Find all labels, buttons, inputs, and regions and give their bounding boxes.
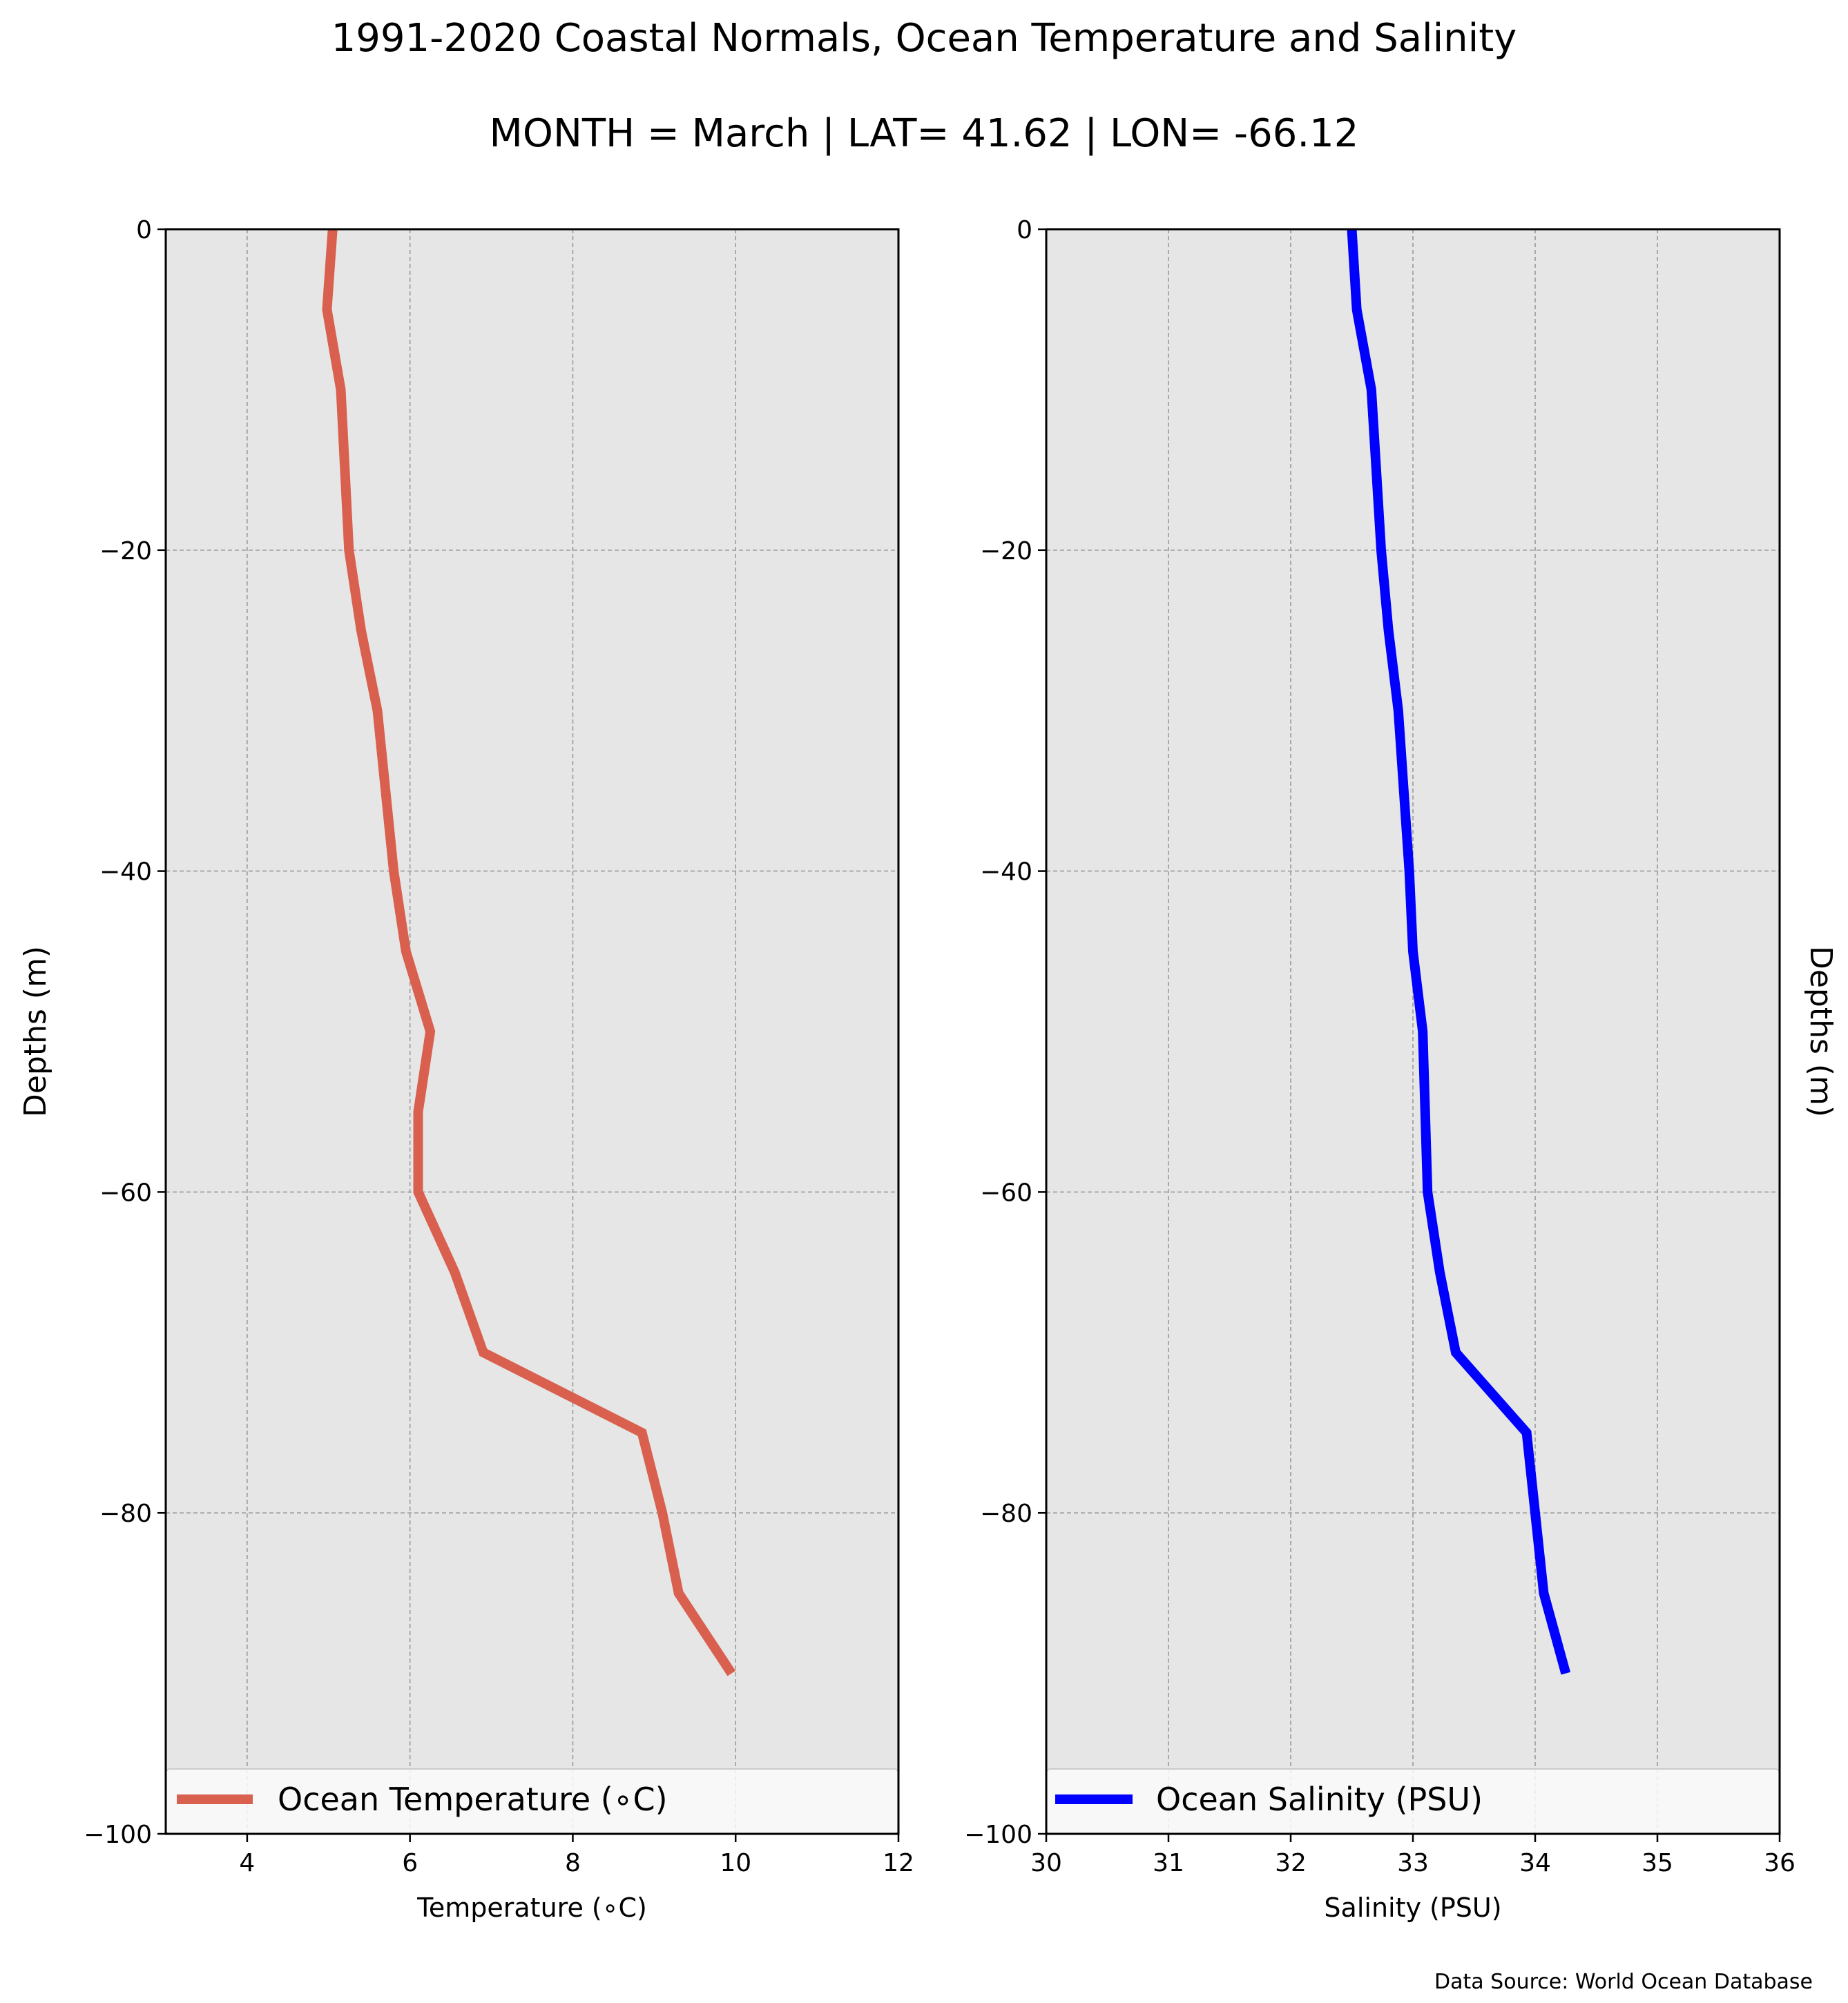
temperature-series-line [322,229,736,1676]
salinity-x-tick-label: 35 [1642,1849,1673,1877]
salinity-y-tick-label: −20 [980,537,1032,565]
salinity-series-line [1347,229,1571,1675]
salinity-gridlines [1046,229,1780,1834]
salinity-y-tick-label: 0 [1017,216,1032,244]
salinity-x-tick-label: 30 [1030,1849,1062,1877]
temperature-gridlines [166,229,898,1834]
salinity-y-tick-label: −60 [980,1179,1032,1207]
salinity-legend: Ocean Salinity (PSU) [1046,1768,1780,1835]
salinity-legend-label: Ocean Salinity (PSU) [1156,1781,1483,1818]
salinity-x-tick-label: 31 [1153,1849,1184,1877]
temperature-y-axis-label: Depths (m) [18,946,53,1117]
temperature-legend-label: Ocean Temperature (∘C) [278,1781,668,1818]
temperature-axes: Ocean Temperature (∘C) 4 6 8 10 12 0 −20 −40 −60… [18,216,914,1923]
temperature-x-tick-label: 8 [565,1849,581,1877]
temperature-y-tick-label: −80 [99,1500,152,1528]
salinity-y-tick-label: −80 [980,1500,1032,1528]
temperature-legend: Ocean Temperature (∘C) [165,1768,899,1835]
temperature-series-lines [322,229,736,1676]
temperature-y-tick-label: −40 [99,858,152,887]
temperature-x-tick-label: 10 [720,1849,751,1877]
temperature-x-tick-label: 12 [883,1849,914,1877]
salinity-x-tick-label: 34 [1519,1849,1551,1877]
temperature-x-tick-label: 6 [402,1849,418,1877]
salinity-x-tick-label: 36 [1764,1849,1796,1877]
figure-subtitle: MONTH = March | LAT= 41.62 | LON= -66.12 [490,111,1359,156]
salinity-x-tick-label: 32 [1275,1849,1307,1877]
salinity-ticks: 30 31 32 33 34 35 36 0 −20 −40 −60 −80 −100 [964,216,1796,1877]
salinity-axes: Ocean Salinity (PSU) 30 31 32 33 34 35 36 0 −20 −… [964,216,1838,1923]
temperature-plot-area [166,229,898,1834]
data-source-note: Data Source: World Ocean Database [1434,1970,1813,1994]
figure-title: 1991-2020 Coastal Normals, Ocean Tempera… [331,16,1517,61]
temperature-y-tick-label: 0 [136,216,152,244]
salinity-series-lines [1347,229,1571,1675]
temperature-y-tick-label: −20 [99,537,152,565]
temperature-x-axis-label: Temperature (∘C) [416,1893,647,1923]
salinity-x-axis-label: Salinity (PSU) [1324,1893,1501,1923]
temperature-x-tick-label: 4 [239,1849,255,1877]
salinity-x-tick-label: 33 [1397,1849,1429,1877]
salinity-y-tick-label: −40 [980,858,1032,887]
temperature-ticks: 4 6 8 10 12 0 −20 −40 −60 −80 −100 [84,216,914,1877]
salinity-y-axis-label: Depths (m) [1803,946,1838,1117]
temperature-y-tick-label: −60 [99,1179,152,1207]
salinity-y-tick-label: −100 [964,1821,1032,1849]
temperature-y-tick-label: −100 [84,1821,152,1849]
temperature-axes-frame [164,228,900,1835]
